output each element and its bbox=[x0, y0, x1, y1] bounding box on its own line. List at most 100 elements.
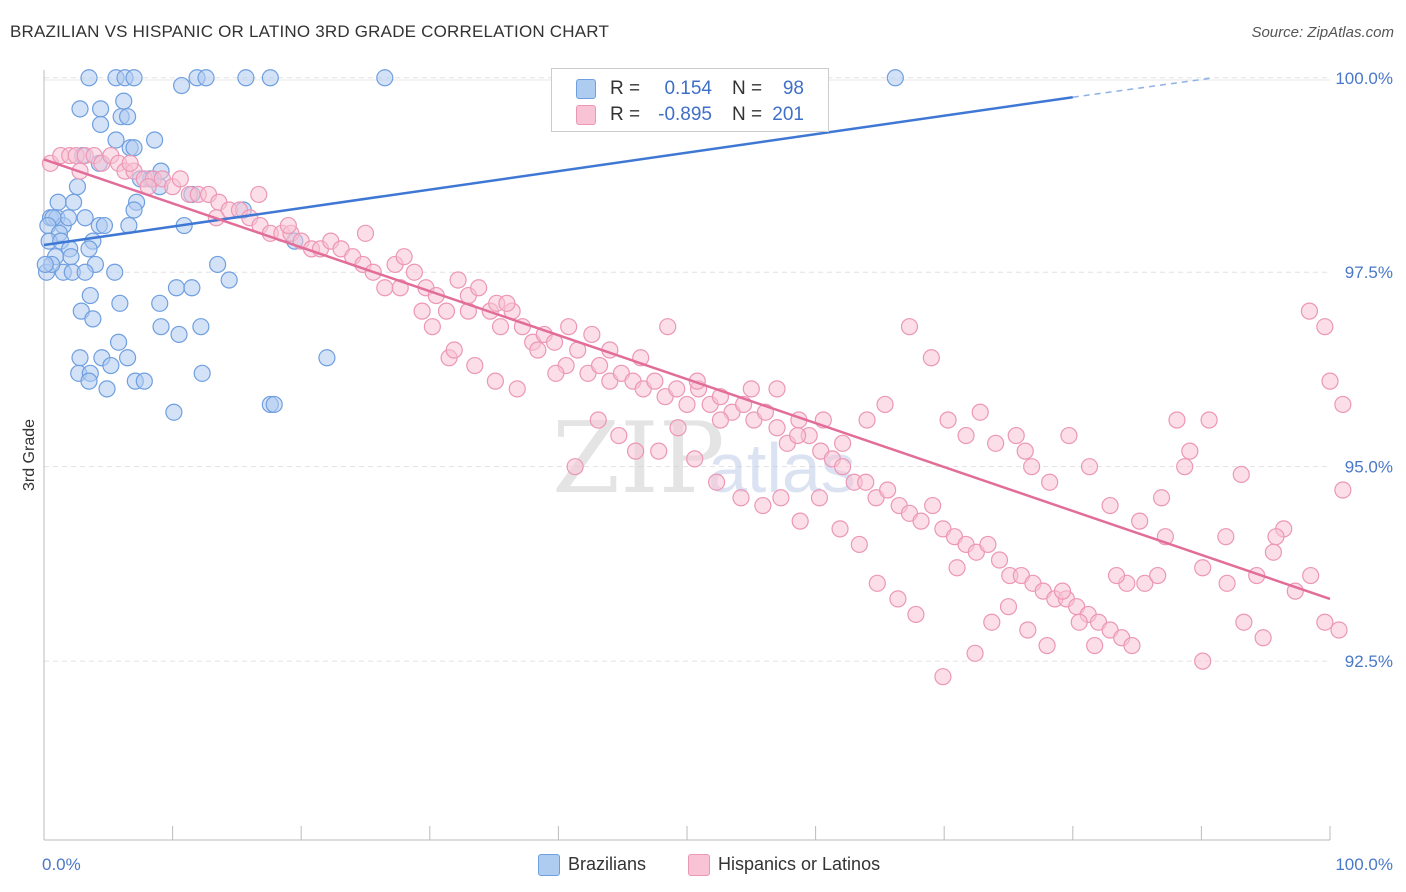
data-point bbox=[889, 590, 907, 608]
n-value: 201 bbox=[772, 104, 804, 125]
data-point bbox=[659, 318, 677, 336]
data-point bbox=[990, 551, 1009, 569]
data-point bbox=[125, 201, 143, 219]
trend-line-hispanics bbox=[43, 158, 1331, 601]
y-tick-label: 92.5% bbox=[1345, 652, 1393, 671]
data-point bbox=[979, 535, 997, 554]
data-point bbox=[1053, 582, 1072, 600]
data-point bbox=[1316, 613, 1334, 631]
data-point bbox=[125, 139, 143, 157]
data-point bbox=[1086, 636, 1104, 655]
data-point bbox=[1007, 426, 1025, 445]
data-point bbox=[1181, 442, 1199, 460]
data-point bbox=[754, 496, 772, 515]
data-point bbox=[170, 325, 188, 344]
data-point bbox=[111, 294, 129, 312]
data-point bbox=[678, 395, 696, 414]
data-point bbox=[900, 318, 919, 336]
data-point bbox=[261, 69, 279, 87]
data-point bbox=[508, 380, 526, 398]
data-point bbox=[650, 442, 668, 460]
data-point bbox=[1267, 528, 1285, 546]
data-point bbox=[62, 248, 80, 266]
axes bbox=[43, 70, 1331, 841]
data-point bbox=[80, 69, 98, 87]
data-point bbox=[966, 644, 984, 662]
data-point bbox=[924, 496, 942, 515]
data-point bbox=[1080, 458, 1099, 476]
data-point bbox=[1200, 411, 1218, 429]
stats-row-hispanics: R = -0.895 N = 201 bbox=[552, 100, 828, 126]
y-tick-label: 97.5% bbox=[1345, 263, 1393, 282]
data-point bbox=[423, 318, 441, 336]
data-point bbox=[948, 559, 966, 577]
data-point bbox=[1123, 636, 1141, 655]
data-point bbox=[265, 395, 283, 414]
data-point bbox=[486, 372, 504, 390]
data-point bbox=[1016, 442, 1034, 460]
data-point bbox=[922, 349, 940, 367]
data-point bbox=[167, 279, 186, 297]
data-point bbox=[1168, 411, 1186, 429]
data-point bbox=[470, 279, 488, 297]
data-point bbox=[95, 216, 114, 235]
data-point bbox=[279, 216, 297, 235]
data-point bbox=[1107, 566, 1126, 585]
data-point bbox=[145, 131, 164, 149]
data-point bbox=[36, 255, 54, 274]
data-point bbox=[810, 489, 829, 507]
data-point bbox=[376, 279, 394, 297]
data-point bbox=[183, 279, 201, 297]
data-point bbox=[118, 349, 137, 367]
data-point bbox=[686, 450, 704, 468]
data-point bbox=[1254, 629, 1272, 647]
legend-swatch-hispanics bbox=[688, 854, 710, 876]
data-point bbox=[71, 100, 89, 118]
data-point bbox=[151, 294, 169, 312]
data-point bbox=[192, 318, 210, 336]
data-point bbox=[1019, 621, 1037, 639]
data-point bbox=[193, 364, 211, 382]
data-point bbox=[1321, 372, 1339, 390]
data-point bbox=[165, 403, 183, 421]
x-tick-label: 0.0% bbox=[42, 855, 81, 874]
data-point bbox=[857, 473, 875, 491]
data-point bbox=[668, 380, 686, 398]
trend-line-brazilians bbox=[43, 95, 1073, 247]
source-label: Source: ZipAtlas.com bbox=[1251, 24, 1394, 41]
data-point bbox=[76, 209, 94, 227]
data-point bbox=[1152, 489, 1171, 507]
data-point bbox=[91, 100, 110, 118]
data-point bbox=[491, 318, 510, 336]
data-point bbox=[135, 372, 153, 390]
data-point bbox=[1023, 458, 1041, 476]
data-point bbox=[237, 69, 255, 87]
data-point bbox=[610, 426, 628, 445]
x-tick-label: 100.0% bbox=[1335, 855, 1393, 874]
data-point bbox=[788, 426, 807, 445]
data-point bbox=[1264, 543, 1283, 561]
data-point bbox=[466, 356, 484, 375]
data-point bbox=[209, 255, 227, 274]
trend-line-brazilians-extension bbox=[1072, 77, 1215, 98]
data-point bbox=[356, 224, 375, 242]
tick-labels: 100.0% 97.5% 95.0% 92.5% 0.0% 100.0% bbox=[42, 69, 1393, 874]
data-point bbox=[879, 481, 897, 499]
data-point bbox=[1330, 621, 1348, 639]
stats-box: R = 0.154 N = 98 R = -0.895 N = 201 bbox=[551, 68, 829, 132]
data-point bbox=[1194, 559, 1212, 577]
data-point bbox=[939, 411, 957, 429]
data-point bbox=[102, 356, 120, 375]
data-point bbox=[934, 668, 952, 686]
data-point bbox=[109, 333, 128, 351]
data-point bbox=[318, 349, 336, 367]
chart-title: BRAZILIAN VS HISPANIC OR LATINO 3RD GRAD… bbox=[10, 22, 610, 41]
data-point bbox=[395, 248, 413, 266]
data-point bbox=[152, 318, 170, 336]
r-value: -0.895 bbox=[658, 104, 712, 125]
data-point bbox=[80, 372, 98, 390]
legend-swatch-brazilians bbox=[538, 854, 560, 876]
data-point bbox=[106, 263, 124, 281]
data-point bbox=[1041, 473, 1059, 491]
r-value: 0.154 bbox=[664, 78, 712, 99]
